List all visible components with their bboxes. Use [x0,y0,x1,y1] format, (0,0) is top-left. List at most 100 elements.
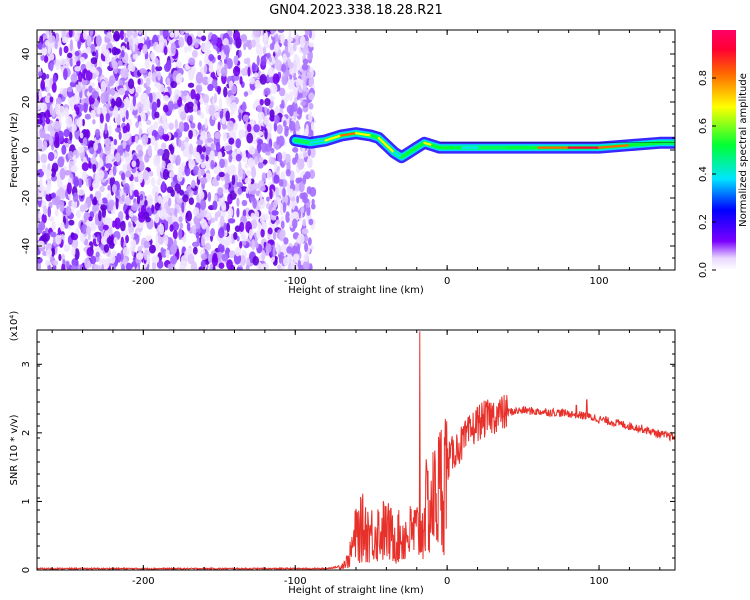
noise-speckle [256,55,260,67]
noise-speckle [277,30,285,34]
noise-speckle [302,260,310,270]
noise-speckle [227,207,234,218]
noise-speckle [237,187,243,195]
noise-speckle [40,153,48,164]
noise-speckle [84,113,92,120]
noise-speckle [275,219,281,225]
page-title: GN04.2023.338.18.28.R21 [269,3,443,18]
noise-speckle [263,115,270,125]
noise-speckle [219,215,225,227]
noise-speckle [243,91,249,97]
signal-track-segment [324,134,342,142]
noise-speckle [258,198,266,209]
noise-speckle [162,168,169,181]
noise-speckle [228,250,236,259]
noise-speckle [59,58,67,66]
noise-speckle [97,170,105,180]
noise-speckle [151,204,155,214]
noise-speckle [244,65,248,77]
noise-speckle [296,244,301,255]
noise-speckle [218,97,223,110]
noise-speckle [170,189,175,197]
noise-speckle [92,163,97,173]
noise-speckle [204,230,211,242]
noise-speckle [248,145,256,155]
noise-speckle [297,158,305,170]
noise-speckle [235,153,242,162]
noise-speckle [245,170,252,177]
noise-speckle [91,90,99,99]
noise-speckle [143,211,150,220]
noise-speckle [173,131,179,138]
noise-speckle [210,228,216,237]
noise-speckle [250,218,258,229]
noise-speckle [160,247,164,255]
colorbar-label: Normalized spectral amplitude [738,73,749,227]
noise-speckle [226,120,235,132]
noise-speckle [217,243,225,254]
noise-speckle [274,33,279,45]
noise-speckle [71,124,77,132]
noise-speckle [100,92,107,104]
noise-speckle [187,69,195,77]
noise-speckle [308,42,315,48]
noise-speckle [276,152,283,163]
noise-speckle [295,177,301,184]
noise-speckle [66,182,72,195]
noise-speckle [104,138,111,147]
colorbar-tick-label: 0.8 [698,70,709,86]
noise-speckle [59,221,65,232]
noise-speckle [207,254,213,264]
noise-speckle [190,122,196,129]
noise-speckle [300,42,305,49]
noise-speckle [239,255,247,267]
noise-speckle [188,159,196,170]
noise-speckle [207,191,212,202]
noise-speckle [42,232,51,242]
noise-speckle [125,170,132,178]
noise-speckle [84,257,91,270]
noise-speckle [145,77,151,87]
noise-speckle [124,196,132,206]
noise-speckle [55,136,60,147]
noise-speckle [249,195,256,202]
noise-speckle [237,167,244,178]
signal-track-segment [370,134,380,140]
noise-speckle [169,170,175,178]
noise-speckle [59,201,65,213]
noise-speckle [161,180,166,192]
x-tick-label: 0 [444,576,450,587]
noise-speckle [260,228,265,238]
noise-speckle [307,51,313,61]
noise-speckle [85,70,93,81]
noise-speckle [154,202,160,211]
x-tick-label: 0 [444,276,450,287]
noise-speckle [86,246,94,257]
noise-speckle [195,231,200,239]
noise-speckle [217,121,221,131]
noise-speckle [136,222,143,229]
noise-speckle [221,116,226,125]
noise-speckle [216,64,221,77]
noise-speckle [306,205,311,217]
noise-speckle [172,229,178,240]
noise-speckle [42,42,46,48]
noise-speckle [75,209,82,219]
noise-speckle [236,181,243,188]
noise-speckle [89,255,97,265]
signal-track-segment [309,139,327,144]
noise-speckle [186,35,193,46]
noise-speckle [113,30,121,42]
noise-speckle [151,72,156,83]
noise-speckle [49,53,55,61]
noise-speckle [196,110,202,116]
noise-speckle [298,181,305,193]
noise-speckle [280,32,285,45]
noise-speckle [231,150,237,159]
noise-speckle [162,30,169,40]
noise-speckle [273,121,278,132]
noise-speckle [37,168,45,178]
noise-speckle [37,41,43,50]
noise-speckle [236,266,242,270]
snr-y-scale-label: (x10⁴) [9,311,20,342]
